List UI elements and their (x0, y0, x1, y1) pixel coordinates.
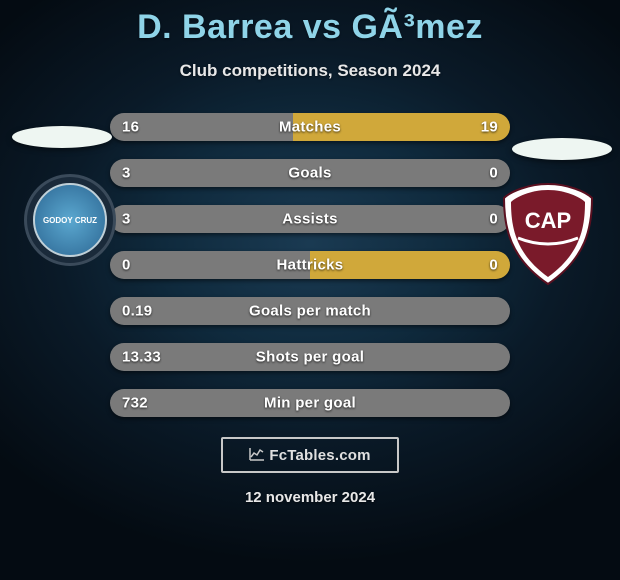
stat-row: Goals per match 0.19 (110, 297, 510, 325)
stat-value-left: 16 (122, 119, 139, 136)
stat-row: Shots per goal 13.33 (110, 343, 510, 371)
stat-value-left: 732 (122, 395, 148, 412)
stat-row: Min per goal 732 (110, 389, 510, 417)
stat-value-left: 0 (122, 257, 131, 274)
player-right-placeholder (512, 138, 612, 160)
stat-value-right: 0 (489, 211, 498, 228)
stat-label: Hattricks (277, 257, 344, 274)
stat-value-left: 3 (122, 165, 131, 182)
stat-label: Goals (288, 165, 331, 182)
team-badge-left-inner: GODOY CRUZ (33, 183, 107, 257)
team-badge-right: CAP (498, 178, 598, 288)
stat-value-left: 13.33 (122, 349, 161, 366)
date-text: 12 november 2024 (245, 489, 375, 506)
team-badge-left: GODOY CRUZ (24, 174, 116, 266)
footer-text: FcTables.com (269, 447, 370, 464)
stats-bars: Matches1619Goals30Assists30Hattricks00Go… (110, 113, 510, 417)
stat-label: Matches (279, 119, 341, 136)
content-wrap: D. Barrea vs GÃ³mez Club competitions, S… (0, 0, 620, 580)
stat-value-left: 3 (122, 211, 131, 228)
stat-row: Goals 3 0 (110, 159, 510, 187)
page-title: D. Barrea vs GÃ³mez (137, 8, 483, 47)
footer-attribution: FcTables.com (221, 437, 399, 473)
stat-label: Min per goal (264, 395, 356, 412)
stat-row: Matches 16 19 (110, 113, 510, 141)
stat-label: Assists (282, 211, 337, 228)
stat-row: Assists 3 0 (110, 205, 510, 233)
stat-label: Goals per match (249, 303, 371, 320)
stat-value-left: 0.19 (122, 303, 152, 320)
chart-icon (249, 447, 265, 464)
team-badge-right-text: CAP (525, 208, 571, 233)
team-badge-left-text: GODOY CRUZ (43, 216, 97, 225)
stat-value-right: 19 (481, 119, 498, 136)
stat-row: Hattricks 0 0 (110, 251, 510, 279)
stat-value-right: 0 (489, 165, 498, 182)
player-left-placeholder (12, 126, 112, 148)
stat-label: Shots per goal (256, 349, 364, 366)
subtitle: Club competitions, Season 2024 (180, 61, 441, 81)
stat-value-right: 0 (489, 257, 498, 274)
